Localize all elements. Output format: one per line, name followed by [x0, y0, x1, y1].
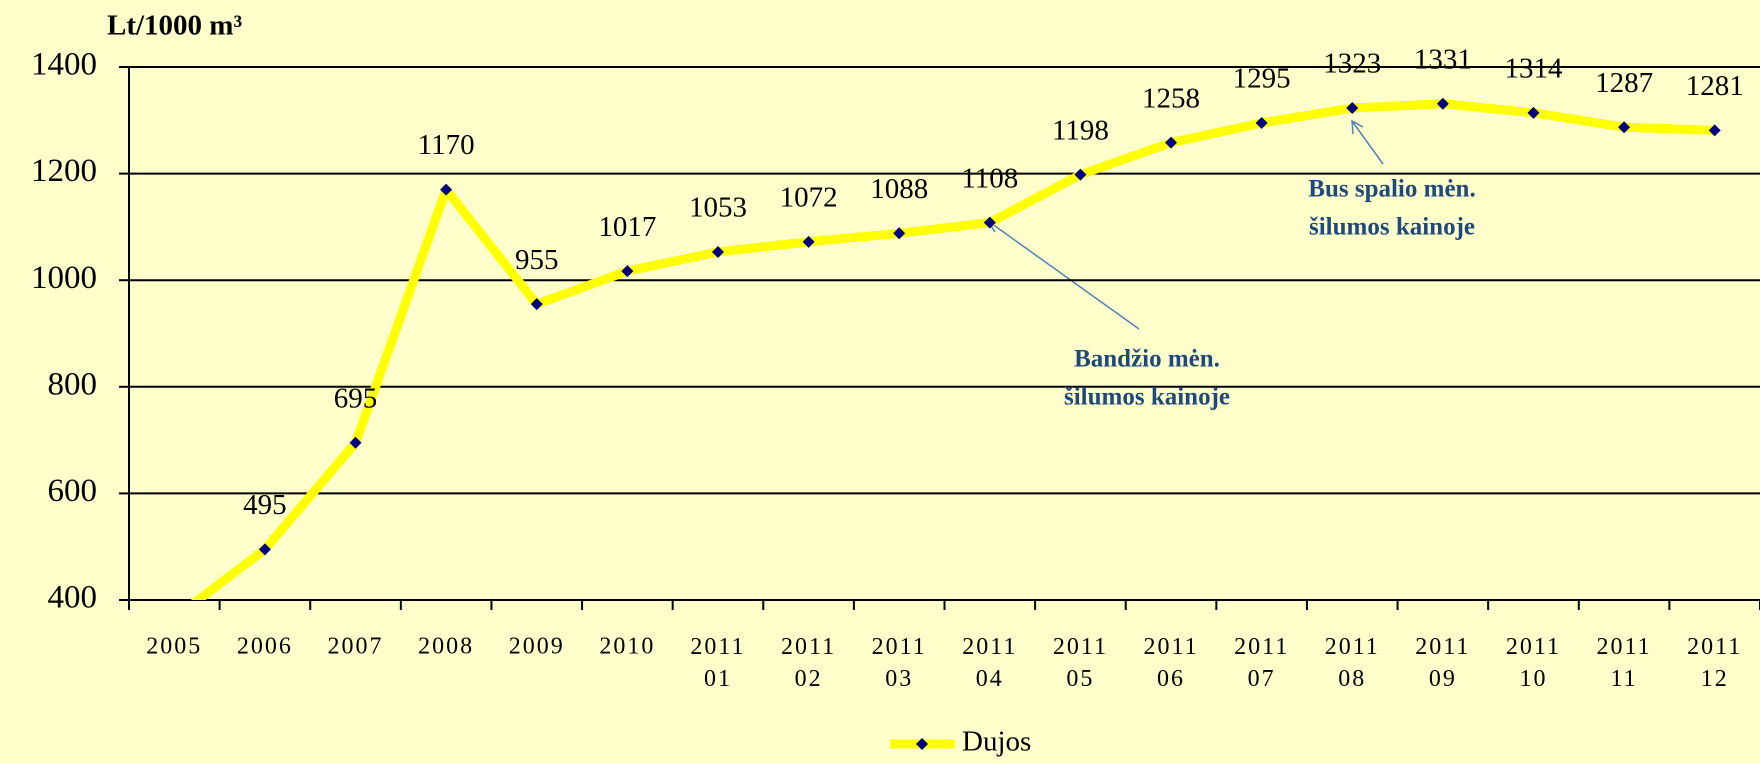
series-line	[190, 99, 1715, 600]
data-label: 1053	[689, 192, 747, 224]
data-label: 1287	[1595, 67, 1653, 99]
data-label: 1295	[1233, 63, 1291, 95]
marker	[893, 227, 906, 240]
marker	[258, 543, 271, 556]
chart-title: Lt/1000 m³	[107, 10, 242, 42]
marker	[621, 265, 634, 278]
y-tick-label: 1200	[31, 153, 97, 189]
data-label: 1088	[870, 173, 928, 205]
y-tick-label: 1000	[31, 260, 97, 296]
legend-label: Dujos	[962, 726, 1031, 758]
x-tick-label: 2011 10	[1506, 634, 1561, 692]
marker	[802, 235, 815, 248]
annotation-arrow	[1351, 120, 1384, 165]
arrow-head	[1351, 119, 1364, 135]
data-label: 1108	[961, 162, 1018, 194]
annotation: šilumos kainoje	[1064, 384, 1230, 411]
x-tick-label: 2007	[328, 634, 384, 660]
data-label: 495	[243, 489, 287, 521]
y-tick-label: 400	[48, 580, 98, 616]
y-tick-label: 800	[48, 366, 98, 402]
data-label: 695	[334, 382, 378, 414]
data-label: 1323	[1323, 48, 1381, 80]
x-tick-label: 2010	[599, 634, 655, 660]
annotation: Bus spalio mėn.	[1308, 176, 1475, 203]
data-label: 1072	[780, 181, 838, 213]
x-tick-label: 2011 06	[1143, 634, 1198, 692]
x-tick-label: 2011 03	[872, 634, 927, 692]
annotation-arrow	[987, 220, 1140, 330]
marker	[1074, 168, 1087, 181]
legend-marker	[916, 738, 928, 750]
data-label: 1281	[1686, 70, 1744, 102]
data-label: 1017	[598, 211, 656, 243]
x-tick-label: 2011 12	[1687, 634, 1742, 692]
marker	[349, 436, 362, 449]
marker	[711, 245, 724, 258]
x-tick-label: 2011 05	[1053, 634, 1108, 692]
marker	[1255, 116, 1268, 129]
x-tick-label: 2005	[146, 634, 202, 660]
x-tick-label: 2009	[509, 634, 565, 660]
marker	[1165, 136, 1178, 149]
x-tick-label: 2011 02	[781, 634, 836, 692]
marker	[440, 183, 453, 196]
x-tick-label: 2006	[237, 634, 293, 660]
y-tick-label: 600	[48, 473, 98, 509]
annotation: šilumos kainoje	[1309, 214, 1475, 241]
x-tick-label: 2008	[418, 634, 474, 660]
marker	[1527, 106, 1540, 119]
marker	[1618, 121, 1631, 134]
x-tick-label: 2011 09	[1415, 634, 1470, 692]
data-label: 1331	[1414, 43, 1472, 75]
x-tick-label: 2011 07	[1234, 634, 1289, 692]
marker	[1346, 102, 1359, 115]
plot-area	[190, 97, 1721, 600]
annotation: Bandžio mėn.	[1074, 346, 1220, 373]
marker	[983, 216, 996, 229]
marker	[530, 298, 543, 311]
data-label: 1198	[1052, 114, 1109, 146]
x-tick-label: 2011 04	[962, 634, 1017, 692]
data-label: 1258	[1142, 82, 1200, 114]
y-tick-label: 1400	[31, 47, 97, 83]
x-tick-label: 2011 08	[1325, 634, 1380, 692]
data-label: 1170	[418, 129, 475, 161]
marker	[1436, 97, 1449, 110]
data-label: 1314	[1504, 52, 1563, 84]
data-label: 955	[515, 244, 559, 276]
marker	[1708, 124, 1721, 137]
x-tick-label: 2011 11	[1597, 634, 1652, 692]
x-tick-label: 2011 01	[690, 634, 745, 692]
